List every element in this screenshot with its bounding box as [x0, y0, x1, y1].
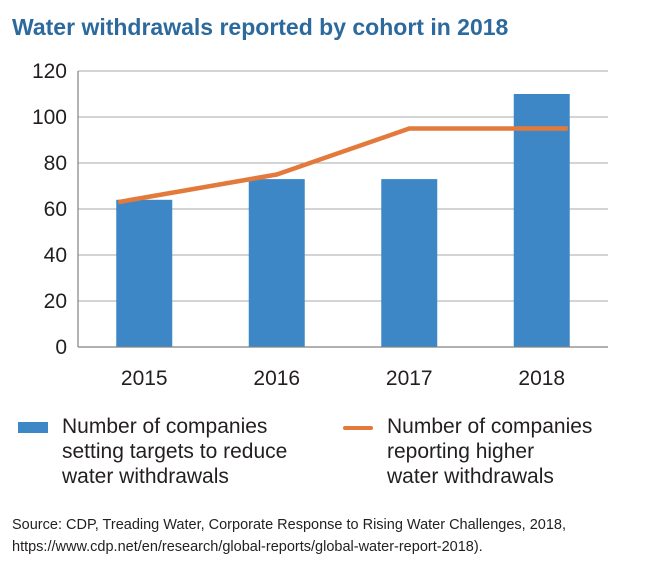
- series-line-higher-withdrawals: [117, 126, 568, 205]
- bar-2018: [513, 94, 570, 347]
- y-tick-label: 0: [55, 336, 67, 359]
- source-note: Source: CDP, Treading Water, Corporate R…: [12, 517, 566, 555]
- legend-swatch-bar: [18, 422, 48, 433]
- bar-2016: [248, 179, 305, 347]
- y-tick-label: 20: [44, 290, 67, 313]
- legend-item-bars: Number of companies setting targets to r…: [18, 414, 287, 489]
- chart-plot: 0 20 40 60 80 100 120 2015 2016 2017 2018: [32, 60, 608, 390]
- y-tick-label: 80: [44, 152, 67, 175]
- x-tick-label: 2015: [121, 367, 168, 390]
- legend-swatch-line: [343, 426, 373, 430]
- legend-label-line: Number of companies reporting higher wat…: [387, 415, 593, 488]
- y-tick-label: 40: [44, 244, 67, 267]
- bar-2015: [116, 199, 173, 347]
- x-tick-label: 2016: [253, 367, 300, 390]
- y-tick-label: 100: [32, 106, 67, 129]
- legend-label-bars: Number of companies setting targets to r…: [62, 415, 288, 488]
- legend-item-line: Number of companies reporting higher wat…: [343, 414, 592, 489]
- x-tick-label: 2018: [518, 367, 565, 390]
- y-tick-label: 120: [32, 60, 67, 83]
- y-tick-label: 60: [44, 198, 67, 221]
- bar-2017: [381, 179, 438, 347]
- chart-title: Water withdrawals reported by cohort in …: [12, 14, 509, 40]
- x-tick-label: 2017: [386, 367, 433, 390]
